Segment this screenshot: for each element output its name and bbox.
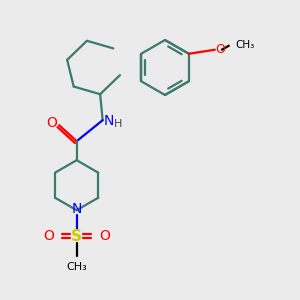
Text: O: O [46, 116, 57, 130]
Text: O: O [100, 229, 110, 243]
Text: O: O [215, 43, 225, 56]
Text: S: S [71, 229, 82, 244]
Text: CH₃: CH₃ [236, 40, 255, 50]
Text: CH₃: CH₃ [66, 262, 87, 272]
Text: N: N [104, 114, 114, 128]
Text: H: H [114, 119, 122, 129]
Text: O: O [43, 229, 54, 243]
Text: N: N [71, 202, 82, 216]
